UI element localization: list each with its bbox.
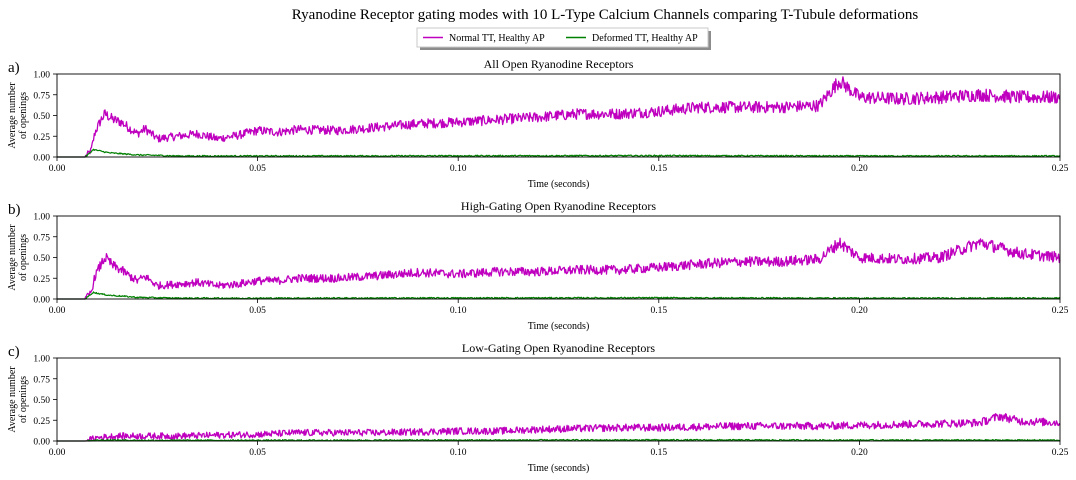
x-tick-label: 0.10 — [450, 164, 467, 174]
x-tick-label: 0.15 — [650, 448, 667, 458]
x-tick-label: 0.10 — [450, 306, 467, 316]
x-tick-label: 0.00 — [49, 164, 66, 174]
x-tick-label: 0.25 — [1052, 448, 1069, 458]
y-tick-label: 1.00 — [33, 355, 50, 365]
x-tick-label: 0.05 — [249, 306, 266, 316]
y-tick-label: 0.00 — [33, 296, 50, 306]
y-tick-label: 0.25 — [33, 275, 50, 285]
x-tick-label: 0.00 — [49, 306, 66, 316]
series-line-deformed — [57, 291, 1061, 300]
plot-frame — [56, 215, 1061, 300]
y-tick-label: 0.00 — [33, 154, 50, 164]
series-line-normal — [57, 237, 1061, 300]
panel-2: High-Gating Open Ryanodine Receptors b) 0.… — [7, 199, 1069, 332]
series-line-normal — [57, 76, 1061, 158]
x-tick-label: 0.15 — [650, 306, 667, 316]
y-axis-label-line: Average number — [7, 82, 18, 149]
panel-title: High-Gating Open Ryanodine Receptors — [461, 199, 656, 213]
y-tick-label: 0.25 — [33, 417, 50, 427]
y-axis-label-line: of openings — [18, 92, 29, 139]
x-tick-label: 0.20 — [851, 306, 868, 316]
panel-title: Low-Gating Open Ryanodine Receptors — [462, 341, 655, 355]
x-tick-label: 0.10 — [450, 448, 467, 458]
x-tick-label: 0.25 — [1052, 164, 1069, 174]
x-axis-label: Time (seconds) — [528, 321, 590, 332]
x-tick-label: 0.00 — [49, 448, 66, 458]
x-tick-label: 0.20 — [851, 448, 868, 458]
panel-label: a) — [8, 60, 20, 76]
x-tick-label: 0.15 — [650, 164, 667, 174]
legend-label-deformed: Deformed TT, Healthy AP — [592, 33, 698, 44]
series-group — [57, 76, 1061, 158]
panel-1: All Open Ryanodine Receptors a) 0.00 0.05 0.… — [7, 57, 1069, 190]
y-tick-label: 0.00 — [33, 438, 50, 448]
y-tick-label: 0.50 — [33, 254, 50, 264]
panel-label: c) — [8, 344, 20, 360]
y-tick-label: 0.50 — [33, 112, 50, 122]
y-tick-label: 0.75 — [33, 233, 50, 243]
legend: Normal TT, Healthy AP Deformed TT, Healt… — [416, 27, 711, 50]
y-axis-label: Average numberof openings — [7, 224, 29, 291]
y-axis-label: Average numberof openings — [7, 366, 29, 433]
x-axis-label: Time (seconds) — [528, 463, 590, 474]
y-axis-label-line: Average number — [7, 224, 18, 291]
y-tick-label: 0.25 — [33, 133, 50, 143]
x-tick-label: 0.25 — [1052, 306, 1069, 316]
x-tick-label: 0.20 — [851, 164, 868, 174]
x-tick-label: 0.05 — [249, 448, 266, 458]
y-tick-label: 1.00 — [33, 213, 50, 223]
y-tick-label: 0.75 — [33, 375, 50, 385]
y-axis-label: Average numberof openings — [7, 82, 29, 149]
panels: All Open Ryanodine Receptors a) 0.00 0.05 0.… — [7, 57, 1069, 474]
y-tick-label: 0.75 — [33, 91, 50, 101]
panel-label: b) — [8, 202, 21, 218]
panel-title: All Open Ryanodine Receptors — [484, 57, 634, 71]
y-tick-label: 0.50 — [33, 396, 50, 406]
legend-frame — [416, 27, 709, 48]
series-group — [57, 413, 1061, 442]
x-axis-label: Time (seconds) — [528, 179, 590, 190]
y-axis-label-line: of openings — [18, 234, 29, 281]
series-line-deformed — [57, 438, 1061, 442]
y-axis-label-line: of openings — [18, 376, 29, 423]
figure-title: Ryanodine Receptor gating modes with 10 … — [292, 7, 919, 23]
series-line-normal — [57, 413, 1061, 442]
series-line-deformed — [57, 148, 1061, 158]
panel-3: Low-Gating Open Ryanodine Receptors c) 0.0… — [7, 341, 1069, 474]
legend-label-normal: Normal TT, Healthy AP — [449, 33, 545, 44]
y-tick-label: 1.00 — [33, 71, 50, 81]
series-group — [57, 237, 1061, 300]
y-axis-label-line: Average number — [7, 366, 18, 433]
x-tick-label: 0.05 — [249, 164, 266, 174]
